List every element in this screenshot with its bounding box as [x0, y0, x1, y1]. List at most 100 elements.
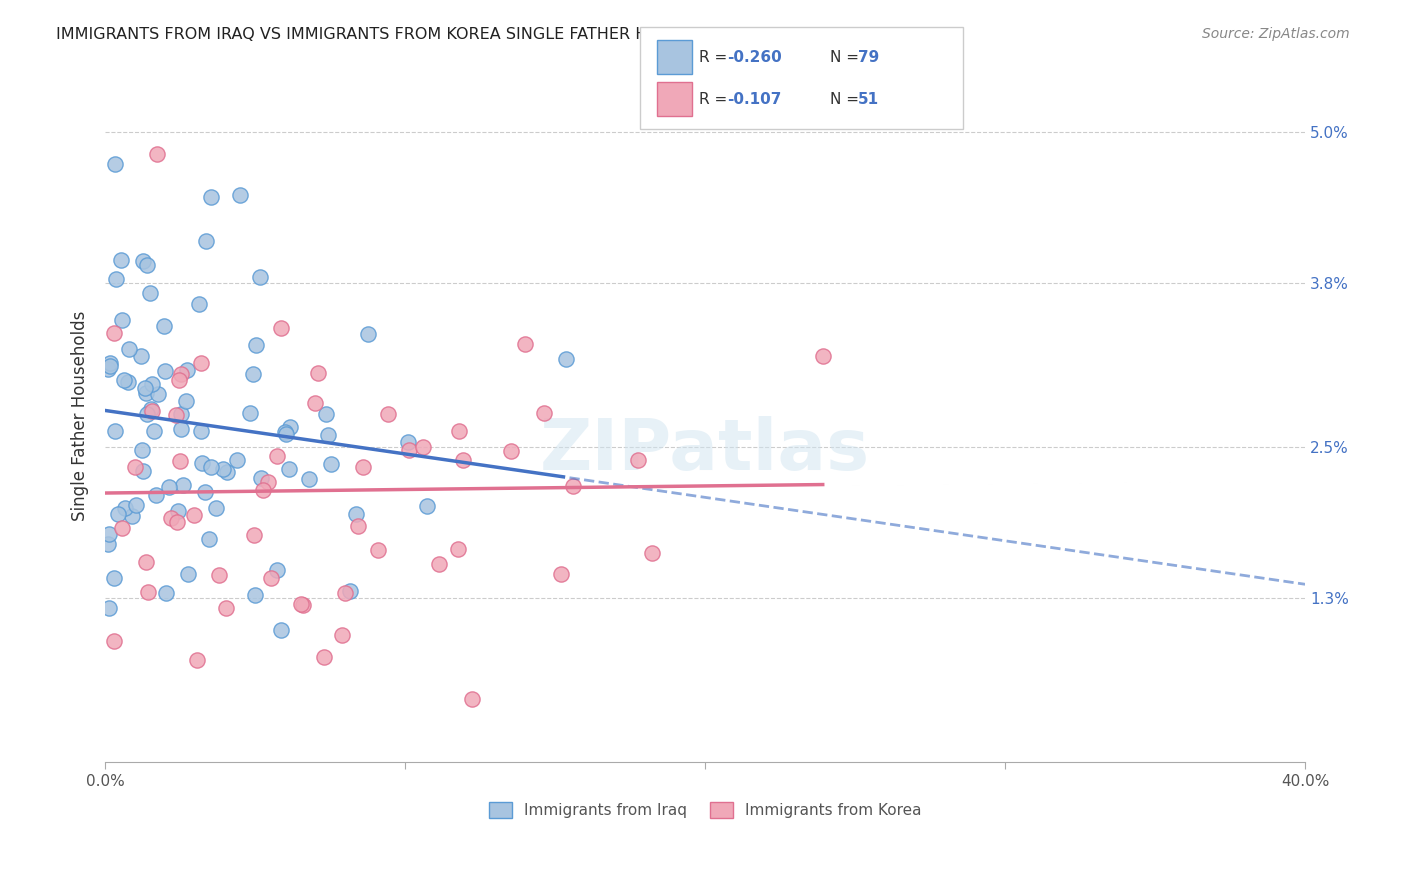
Text: N =: N =: [830, 92, 863, 106]
Point: [157, 480, 180, 494]
Point: [135, 385, 157, 400]
Point: [170, 367, 193, 381]
Point: [252, 483, 274, 498]
Point: [266, 563, 288, 577]
Point: [131, 442, 153, 457]
Point: [190, 456, 212, 470]
Point: [333, 586, 356, 600]
Point: [259, 571, 281, 585]
Point: [346, 519, 368, 533]
Point: [346, 507, 368, 521]
Point: [141, 404, 163, 418]
Point: [215, 465, 238, 479]
Point: [312, 649, 335, 664]
Point: [121, 509, 143, 524]
Point: [533, 406, 555, 420]
Point: [104, 424, 127, 438]
Text: R =: R =: [699, 50, 733, 64]
Point: [177, 567, 200, 582]
Point: [195, 234, 218, 248]
Point: [555, 351, 578, 366]
Point: [98, 526, 121, 541]
Point: [132, 464, 155, 478]
Point: [146, 146, 169, 161]
Point: [274, 425, 297, 439]
Point: [266, 449, 288, 463]
Point: [103, 326, 125, 341]
Point: [141, 377, 163, 392]
Point: [330, 628, 353, 642]
Point: [165, 409, 187, 423]
Text: 79: 79: [858, 50, 879, 64]
Point: [153, 318, 176, 333]
Y-axis label: Single Father Households: Single Father Households: [72, 310, 89, 521]
Point: [143, 424, 166, 438]
Point: [453, 453, 475, 467]
Text: Source: ZipAtlas.com: Source: ZipAtlas.com: [1202, 27, 1350, 41]
Point: [356, 327, 378, 342]
Point: [132, 253, 155, 268]
Point: [117, 375, 139, 389]
Point: [136, 258, 159, 272]
Point: [174, 394, 197, 409]
Point: [280, 420, 302, 434]
Point: [304, 396, 326, 410]
Point: [170, 408, 193, 422]
Point: [159, 511, 181, 525]
Point: [167, 373, 190, 387]
Point: [449, 425, 471, 439]
Point: [208, 568, 231, 582]
Point: [134, 381, 156, 395]
Point: [194, 484, 217, 499]
Text: IMMIGRANTS FROM IRAQ VS IMMIGRANTS FROM KOREA SINGLE FATHER HOUSEHOLDS CORRELATI: IMMIGRANTS FROM IRAQ VS IMMIGRANTS FROM …: [56, 27, 927, 42]
Point: [104, 156, 127, 170]
Point: [190, 424, 212, 438]
Point: [97, 362, 120, 376]
Point: [627, 453, 650, 467]
Point: [398, 443, 420, 458]
Point: [187, 296, 209, 310]
Point: [103, 634, 125, 648]
Point: [298, 472, 321, 486]
Point: [290, 597, 312, 611]
Point: [183, 508, 205, 523]
Point: [204, 500, 226, 515]
Text: ZIPatlas: ZIPatlas: [540, 416, 870, 484]
Point: [416, 499, 439, 513]
Point: [245, 338, 267, 352]
Point: [153, 364, 176, 378]
Point: [212, 462, 235, 476]
Point: [367, 543, 389, 558]
Point: [166, 515, 188, 529]
Point: [200, 190, 222, 204]
Point: [225, 453, 247, 467]
Point: [169, 422, 191, 436]
Point: [307, 366, 329, 380]
Point: [461, 692, 484, 706]
Point: [215, 600, 238, 615]
Point: [197, 532, 219, 546]
Point: [377, 407, 399, 421]
Point: [112, 373, 135, 387]
Point: [315, 407, 337, 421]
Point: [136, 585, 159, 599]
Point: [412, 441, 434, 455]
Point: [139, 285, 162, 300]
Point: [270, 623, 292, 637]
Point: [257, 475, 280, 489]
Point: [242, 528, 264, 542]
Point: [131, 349, 153, 363]
Point: [396, 435, 419, 450]
Point: [124, 498, 146, 512]
Point: [339, 584, 361, 599]
Point: [501, 443, 523, 458]
Point: [146, 387, 169, 401]
Text: N =: N =: [830, 50, 863, 64]
Point: [176, 362, 198, 376]
Point: [155, 585, 177, 599]
Point: [277, 462, 299, 476]
Point: [641, 546, 664, 560]
Point: [139, 402, 162, 417]
Point: [98, 356, 121, 370]
Point: [111, 521, 134, 535]
